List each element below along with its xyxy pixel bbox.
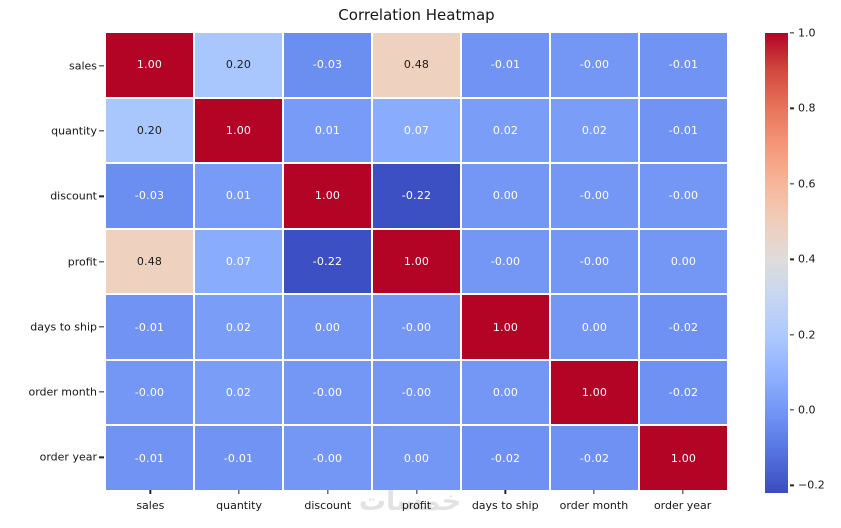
y-tick-label: days to ship <box>30 320 97 334</box>
heatmap-cell: -0.00 <box>373 295 460 359</box>
x-tick-mark <box>593 490 595 494</box>
x-tick-mark <box>415 490 418 494</box>
y-tick-label: discount <box>50 189 97 203</box>
heatmap-cell: 0.00 <box>462 164 549 228</box>
heatmap-cell: 0.00 <box>551 295 638 359</box>
colorbar-tick-mark <box>790 409 794 411</box>
y-tick-label: order year <box>39 450 97 464</box>
heatmap-cell: 0.00 <box>284 295 371 359</box>
y-tick-mark <box>99 391 104 393</box>
y-tick-mark <box>99 130 104 132</box>
colorbar-tick-mark <box>790 258 794 260</box>
heatmap-cell: -0.02 <box>551 426 638 490</box>
heatmap-cell: -0.02 <box>640 360 727 425</box>
heatmap-cell: 0.48 <box>106 229 193 294</box>
x-tick-mark <box>681 490 684 494</box>
colorbar-tick-label: −0.2 <box>798 478 825 492</box>
x-tick-mark <box>327 490 329 494</box>
heatmap-cell: 0.00 <box>462 360 549 425</box>
chart-title: Correlation Heatmap <box>338 6 495 24</box>
y-tick-label: sales <box>68 59 97 73</box>
heatmap-cell: 0.02 <box>462 98 549 163</box>
y-tick-label: profit <box>67 255 97 268</box>
y-tick-mark <box>99 195 104 197</box>
heatmap-cell: 0.20 <box>106 98 193 163</box>
heatmap-cell: -0.00 <box>551 229 638 294</box>
heatmap-cell: -0.01 <box>640 33 727 97</box>
heatmap-cell: 0.48 <box>373 33 460 97</box>
heatmap-cell: -0.01 <box>195 426 282 490</box>
heatmap-cell: -0.00 <box>284 426 371 490</box>
y-tick-mark <box>99 64 104 67</box>
heatmap-cell: -0.02 <box>462 426 549 490</box>
colorbar-tick-label: 0.4 <box>798 252 816 266</box>
colorbar-tick-mark <box>790 107 794 110</box>
heatmap-cell: -0.00 <box>551 33 638 97</box>
x-tick-mark <box>149 490 151 494</box>
heatmap-cell: 1.00 <box>373 229 460 294</box>
x-tick-label: order month <box>559 499 629 512</box>
heatmap-cell: 1.00 <box>106 33 193 97</box>
x-tick-label: order year <box>653 499 712 512</box>
colorbar-tick-label: 0.6 <box>798 177 816 191</box>
heatmap-cell: -0.02 <box>640 295 727 359</box>
watermark: خمسات <box>358 486 462 517</box>
heatmap-cell: 0.00 <box>640 229 727 294</box>
heatmap-cell: 0.02 <box>195 295 282 359</box>
x-tick-label: profit <box>401 499 432 512</box>
heatmap-cell: -0.00 <box>640 164 727 228</box>
colorbar-tick-label: 1.0 <box>798 26 816 40</box>
heatmap-cell: -0.00 <box>106 360 193 425</box>
y-tick-label: order month <box>28 385 97 399</box>
heatmap-cell: 0.00 <box>373 426 460 490</box>
heatmap-cell: -0.01 <box>106 426 193 490</box>
colorbar-tick-label: 0.0 <box>798 403 816 417</box>
heatmap-grid: 1.00 0.20 -0.03 0.48 -0.01 -0.00 -0.01 0.20 1.00… <box>106 33 727 490</box>
heatmap-cell: -0.01 <box>640 98 727 163</box>
heatmap-cell: -0.22 <box>373 164 460 228</box>
heatmap-cell: -0.00 <box>551 164 638 228</box>
heatmap-cell: -0.00 <box>284 360 371 425</box>
heatmap-cell: 1.00 <box>640 426 727 490</box>
heatmap-cell: -0.03 <box>284 33 371 97</box>
heatmap-cell: -0.01 <box>106 295 193 359</box>
x-tick-label: sales <box>136 499 165 512</box>
heatmap-cell: -0.01 <box>462 33 549 97</box>
y-tick-mark <box>99 260 104 263</box>
x-tick-label: quantity <box>216 499 262 512</box>
heatmap-cell: -0.00 <box>373 360 460 425</box>
colorbar-tick-label: 0.8 <box>798 101 816 115</box>
heatmap-cell: 1.00 <box>462 295 549 359</box>
colorbar-tick-mark <box>790 333 794 336</box>
heatmap-cell: 0.02 <box>551 98 638 163</box>
heatmap-cell: 0.07 <box>373 98 460 163</box>
x-tick-label: discount <box>304 499 352 512</box>
heatmap-cell: 1.00 <box>551 360 638 425</box>
heatmap-cell: 0.07 <box>195 229 282 294</box>
colorbar-tick-label: 0.2 <box>798 328 816 342</box>
heatmap-cell: -0.22 <box>284 229 371 294</box>
colorbar-tick-mark <box>790 484 794 487</box>
heatmap-cell: 0.01 <box>284 98 371 163</box>
x-tick-label: days to ship <box>471 499 539 512</box>
y-tick-mark <box>99 456 104 458</box>
x-tick-mark <box>504 490 506 494</box>
x-tick-mark <box>238 490 240 494</box>
y-tick-mark <box>99 326 104 328</box>
heatmap-cell: -0.00 <box>462 229 549 294</box>
heatmap-cell: 0.01 <box>195 164 282 228</box>
colorbar-tick-mark <box>790 183 794 185</box>
y-tick-label: quantity <box>51 124 97 138</box>
colorbar-tick-mark <box>790 32 794 34</box>
heatmap-cell: 1.00 <box>284 164 371 228</box>
heatmap-cell: 0.20 <box>195 33 282 97</box>
colorbar <box>765 33 788 493</box>
heatmap-cell: 0.02 <box>195 360 282 425</box>
heatmap-cell: -0.03 <box>106 164 193 228</box>
heatmap-cell: 1.00 <box>195 98 282 163</box>
